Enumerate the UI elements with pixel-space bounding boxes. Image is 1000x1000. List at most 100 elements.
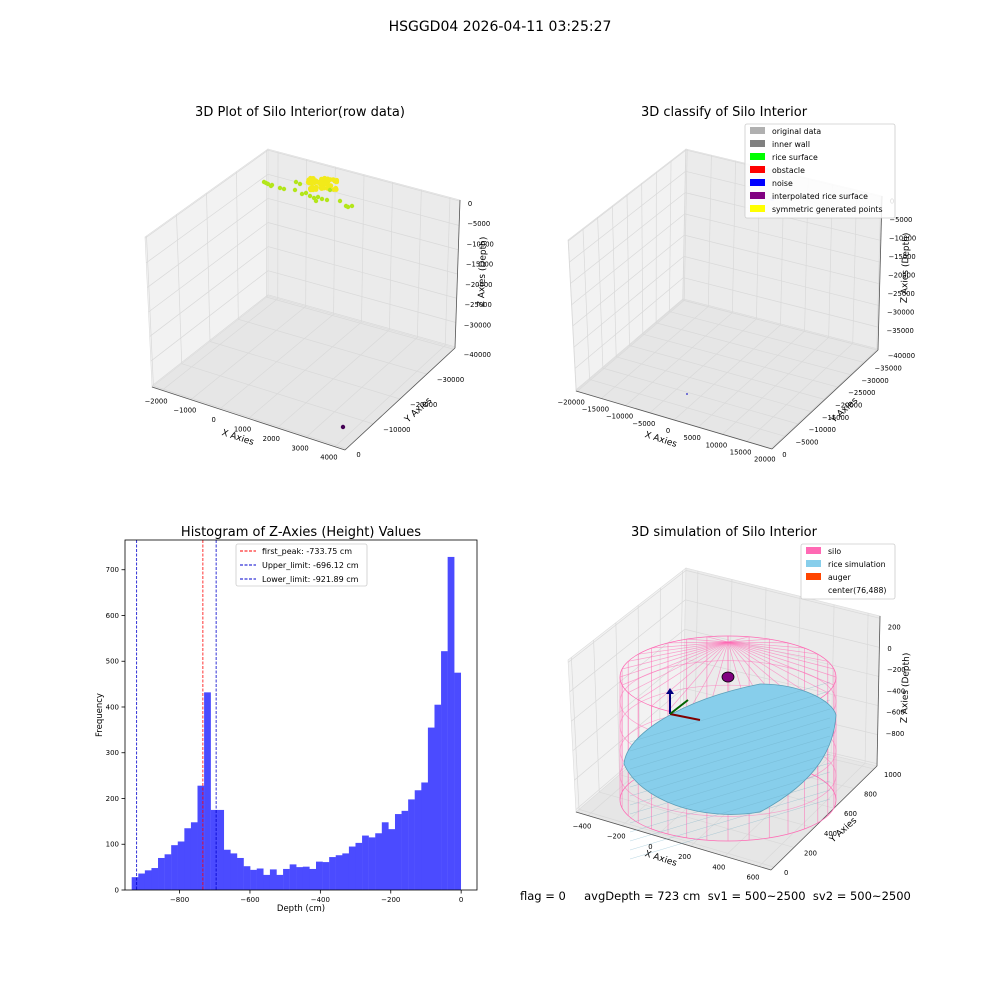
figure-suptitle: HSGGD04 2026-04-11 03:25:27 xyxy=(389,19,612,35)
y-tick-label: −20000 xyxy=(410,401,437,409)
rice-mesh-line xyxy=(629,726,831,788)
raw-point xyxy=(349,203,355,209)
legend-label: Lower_limit: -921.89 cm xyxy=(262,575,359,584)
silo-roof-line xyxy=(628,641,729,694)
x-tick-label: 200 xyxy=(678,853,691,861)
histogram-legend: first_peak: -733.75 cm Upper_limit: -696.… xyxy=(235,543,368,587)
x-tick-label: 0 xyxy=(648,843,652,851)
simulation-3d-z-ticks: 200 0 −200 −400 −600 −800 xyxy=(886,624,906,739)
histogram-bar xyxy=(329,857,336,890)
raw-3d-z-ticks: 0 −5000 −10000 −15000 −20000 −25000 −30000 xyxy=(464,200,494,329)
raw-point xyxy=(327,187,333,193)
x-tick-label: −20000 xyxy=(558,398,585,406)
gridline xyxy=(570,657,580,810)
histogram-bar xyxy=(289,864,297,890)
gridline xyxy=(571,213,685,306)
histogram-bar xyxy=(210,809,218,890)
classify-3d-x-label: X Axies xyxy=(643,430,678,450)
rice-mesh-line xyxy=(629,780,831,842)
gridline xyxy=(599,791,795,848)
x-tick-label: 4000 xyxy=(320,454,337,462)
histogram-bar xyxy=(348,846,356,890)
gridline xyxy=(574,277,684,369)
z-tick-label: −30000 xyxy=(887,309,914,317)
rice-surface xyxy=(623,681,837,860)
histogram-bar xyxy=(250,869,257,890)
gridline xyxy=(147,198,269,288)
histogram-bar xyxy=(322,862,330,890)
x-tick-label: −1000 xyxy=(173,407,196,415)
silo-roof-line xyxy=(727,641,818,655)
histogram-bar xyxy=(388,829,396,890)
classify-3d-title: 3D classify of Silo Interior xyxy=(641,105,808,120)
histogram-bar xyxy=(204,692,211,890)
gridline xyxy=(685,570,881,619)
z-tick-label: −800 xyxy=(886,730,905,738)
x-tick-label: −600 xyxy=(240,896,259,904)
histogram-bar xyxy=(421,782,429,890)
legend-swatch xyxy=(806,573,821,580)
z-tick-label: −35000 xyxy=(887,327,914,335)
gridline xyxy=(149,246,269,337)
gridline xyxy=(148,222,269,313)
raw-point xyxy=(308,175,313,181)
auger-y-arrow xyxy=(669,699,689,715)
histogram-bar xyxy=(237,857,244,890)
z-tick-label: −20000 xyxy=(888,272,915,280)
silo-roof-line xyxy=(638,641,729,701)
raw-point xyxy=(292,187,298,193)
auger-center-markers xyxy=(666,671,735,721)
silo-roof-line xyxy=(727,641,835,686)
silo-roof-line xyxy=(651,641,729,649)
simulation-3d-y-ticks: 0 200 400 600 800 1000 xyxy=(784,771,901,877)
silo-roof-line xyxy=(706,636,729,643)
rice-mesh-line xyxy=(629,708,831,770)
gridline xyxy=(602,367,799,425)
silo-roof-line xyxy=(686,638,729,643)
rice-mesh-line xyxy=(629,699,831,761)
histogram-bar xyxy=(335,855,343,890)
legend-swatch xyxy=(750,127,765,134)
raw-3d-x-ticks: −2000 −1000 0 1000 2000 3000 4000 xyxy=(145,397,338,461)
auger-z-arrowhead xyxy=(666,688,674,694)
histogram-bar xyxy=(184,828,192,890)
histogram-bar xyxy=(355,842,363,890)
x-tick-label: 0 xyxy=(666,427,670,435)
y-tick-label: −40000 xyxy=(464,351,491,359)
histogram-title: Histogram of Z-Axies (Height) Values xyxy=(181,525,421,540)
gridline xyxy=(682,149,687,301)
gridline xyxy=(267,149,461,202)
raw-point xyxy=(321,185,327,191)
gridline xyxy=(656,322,852,376)
z-tick-label: −25000 xyxy=(464,301,491,309)
histogram-bar xyxy=(381,822,389,890)
legend-label: obstacle xyxy=(772,166,805,175)
rice-mesh-line xyxy=(629,744,831,806)
y-tick-label: −30000 xyxy=(861,377,888,385)
legend-label: rice surface xyxy=(772,153,818,162)
gridline xyxy=(641,183,644,335)
y-tick-label: −25000 xyxy=(848,389,875,397)
legend-swatch xyxy=(750,192,765,199)
simulation-3d-legend: silo rice simulation auger center(76,488) xyxy=(800,543,896,600)
z-tick-label: −30000 xyxy=(464,321,491,329)
gridline xyxy=(684,658,879,706)
raw-point xyxy=(307,193,313,199)
legend-label: center(76,488) xyxy=(828,586,886,595)
x-tick-label: 2000 xyxy=(263,435,280,443)
z-tick-label: −15000 xyxy=(888,253,915,261)
raw-point xyxy=(312,185,318,191)
raw-point xyxy=(315,194,321,200)
rice-mesh-line xyxy=(629,717,831,779)
raw-3d-z-label: Z Axies (Depth) xyxy=(477,237,489,308)
gridline xyxy=(572,234,685,327)
raw-point xyxy=(323,181,328,187)
histogram-panel: Histogram of Z-Axies (Height) Values −80… xyxy=(95,525,478,914)
y-tick-label: 400 xyxy=(824,830,837,838)
gridline xyxy=(267,246,457,299)
gridline xyxy=(150,270,269,362)
gridline xyxy=(684,234,880,285)
gridline xyxy=(683,149,688,301)
rice-mesh-line xyxy=(629,735,831,797)
histogram-bar xyxy=(177,841,185,890)
